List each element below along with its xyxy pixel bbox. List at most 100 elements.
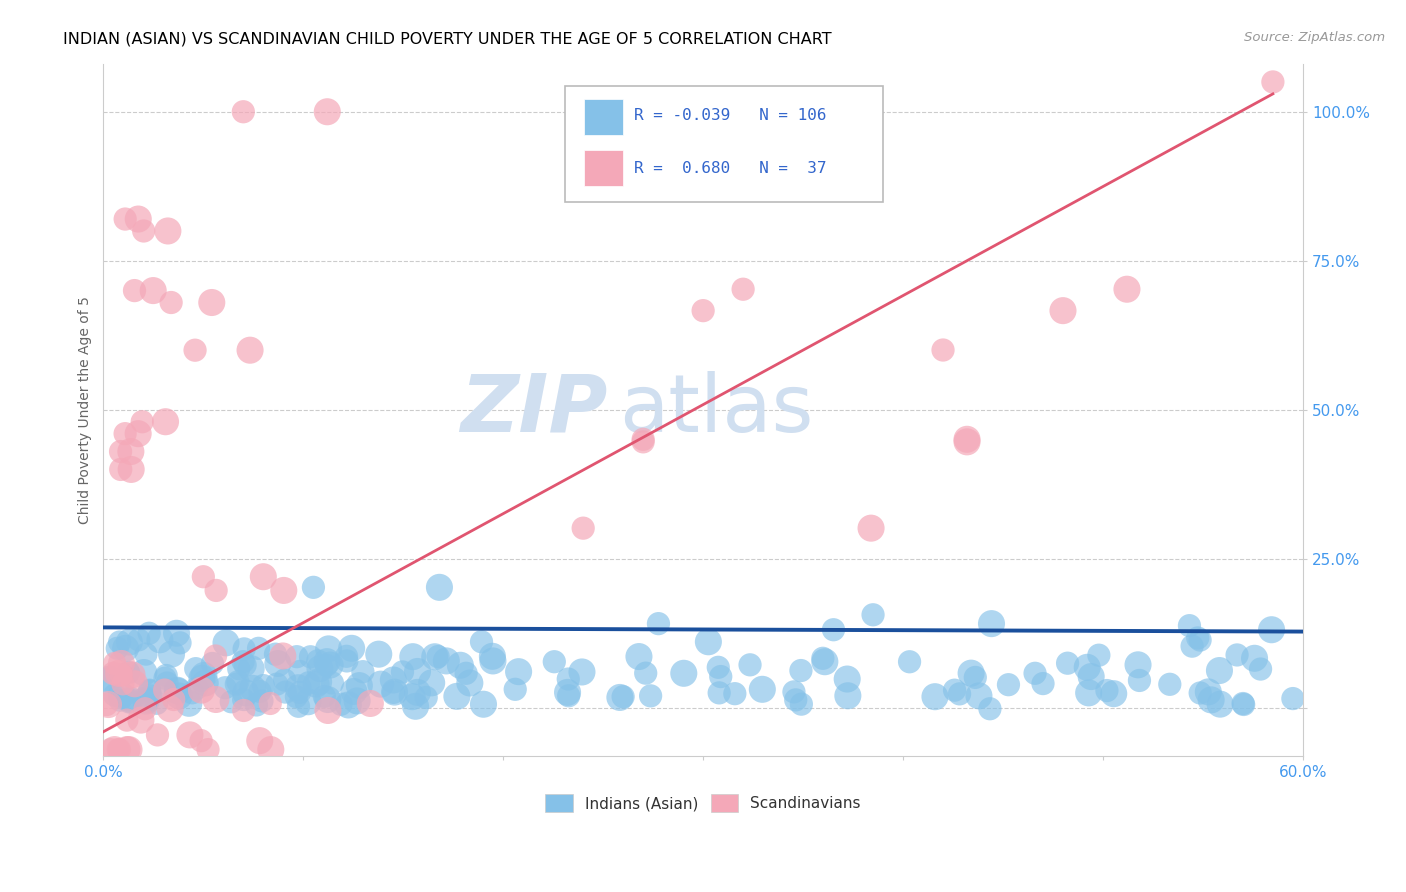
Point <box>201 657 224 671</box>
Point <box>503 682 526 697</box>
Point <box>163 692 186 706</box>
Point <box>219 695 242 709</box>
Point <box>190 733 212 747</box>
Point <box>470 634 492 648</box>
Point <box>155 668 177 682</box>
Point <box>118 692 141 706</box>
Point <box>790 664 813 678</box>
Point <box>107 742 129 756</box>
Point <box>101 666 124 681</box>
Point <box>247 641 270 656</box>
Point <box>1024 666 1046 681</box>
Point <box>193 570 215 584</box>
Point <box>1189 633 1212 648</box>
Point <box>1250 662 1272 676</box>
Point <box>214 681 236 695</box>
Point <box>138 683 160 698</box>
Point <box>297 676 319 690</box>
Point <box>1232 697 1254 711</box>
Point <box>110 444 132 458</box>
Point <box>120 694 142 708</box>
Point <box>823 623 845 637</box>
Point <box>1261 75 1284 89</box>
Point <box>285 690 308 704</box>
Point <box>110 444 132 458</box>
Point <box>288 685 311 699</box>
Point <box>285 649 308 664</box>
Point <box>232 703 254 717</box>
Point <box>226 674 249 689</box>
Point <box>197 742 219 756</box>
Point <box>287 699 309 714</box>
Point <box>128 632 150 647</box>
Point <box>314 690 336 704</box>
Text: R =  0.680   N =  37: R = 0.680 N = 37 <box>634 161 827 176</box>
Point <box>1226 648 1249 662</box>
Point <box>132 224 155 238</box>
Point <box>427 649 450 664</box>
Point <box>134 702 156 716</box>
Point <box>631 432 654 446</box>
Point <box>135 647 157 661</box>
Point <box>1261 75 1284 89</box>
Point <box>156 676 179 690</box>
Point <box>146 696 169 710</box>
Point <box>707 660 730 674</box>
Point <box>1032 676 1054 690</box>
Point <box>997 678 1019 692</box>
Point <box>329 697 352 711</box>
Point <box>120 694 142 708</box>
Point <box>1250 662 1272 676</box>
Point <box>104 657 127 671</box>
Point <box>647 616 669 631</box>
Point <box>352 665 374 679</box>
Point <box>186 681 208 696</box>
Point <box>245 698 267 712</box>
Point <box>288 665 311 679</box>
Point <box>557 689 579 703</box>
Point <box>783 685 806 699</box>
Point <box>138 684 160 698</box>
Point <box>943 683 966 698</box>
Point <box>146 728 169 742</box>
Point <box>131 415 153 429</box>
Point <box>259 697 281 711</box>
Point <box>131 415 153 429</box>
Point <box>108 693 131 707</box>
Point <box>214 681 236 695</box>
Point <box>299 649 322 664</box>
Point <box>96 698 118 712</box>
Point <box>201 657 224 671</box>
Point <box>1056 656 1078 670</box>
Point <box>250 694 273 708</box>
FancyBboxPatch shape <box>585 151 623 186</box>
Point <box>190 733 212 747</box>
Point <box>391 665 413 679</box>
Point <box>115 713 138 727</box>
Point <box>249 684 271 698</box>
Point <box>503 682 526 697</box>
Point <box>124 284 146 298</box>
Point <box>640 689 662 703</box>
Point <box>184 662 207 676</box>
Point <box>1181 639 1204 653</box>
Point <box>153 683 176 698</box>
Point <box>1088 648 1111 663</box>
Point <box>302 580 325 594</box>
Point <box>315 658 337 673</box>
Point <box>790 664 813 678</box>
Point <box>169 636 191 650</box>
Point <box>299 649 322 664</box>
Point <box>118 692 141 706</box>
Point <box>1189 686 1212 700</box>
Point <box>153 671 176 685</box>
Point <box>232 655 254 669</box>
Point <box>105 641 128 656</box>
Point <box>612 690 634 704</box>
FancyBboxPatch shape <box>585 99 623 135</box>
Point <box>111 677 134 691</box>
Point <box>790 697 813 711</box>
Point <box>302 580 325 594</box>
Point <box>1056 656 1078 670</box>
Point <box>1128 673 1150 688</box>
